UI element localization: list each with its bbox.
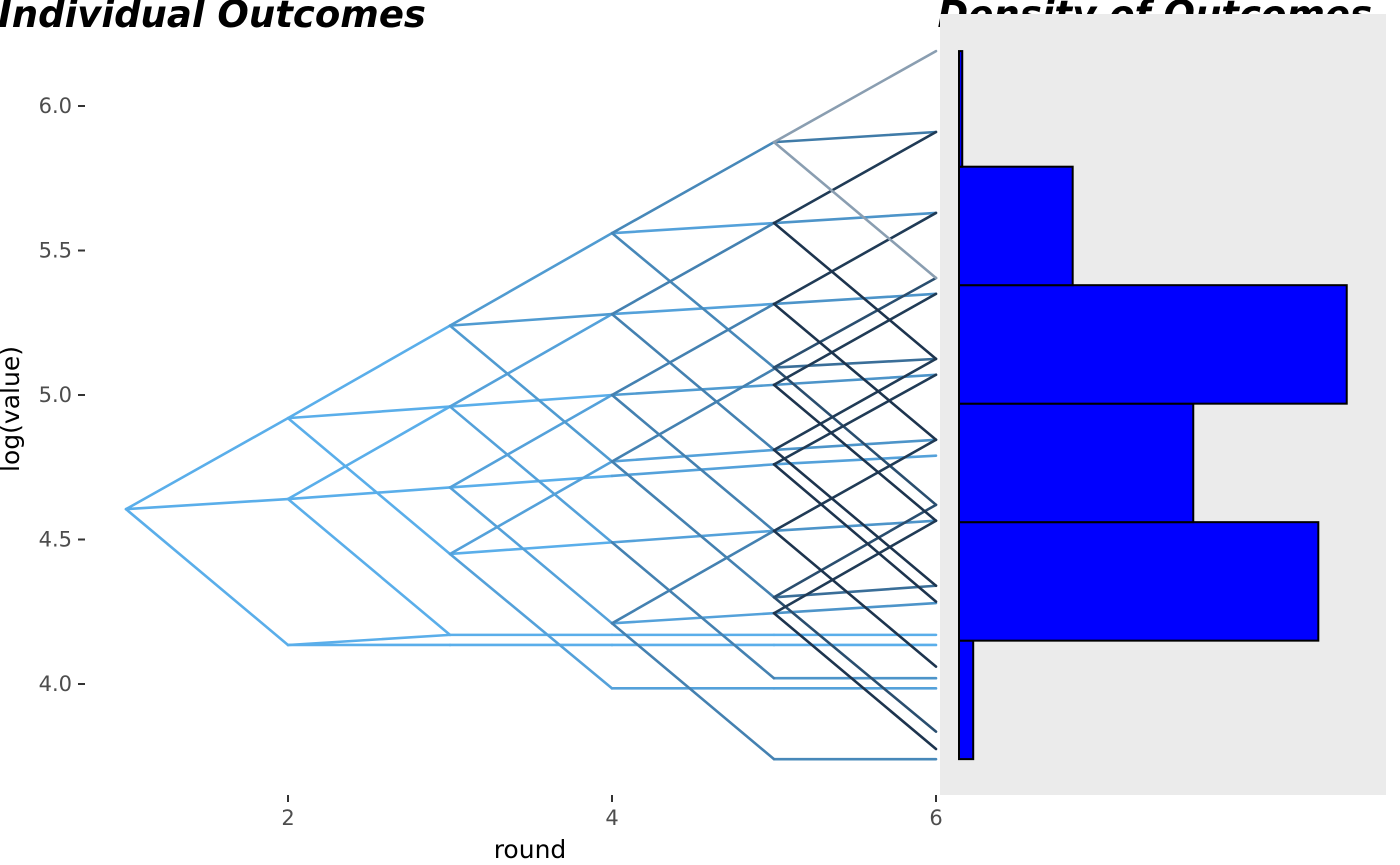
outcome-path-segment	[124, 497, 290, 511]
outcome-path-segment	[448, 312, 614, 327]
outcome-path-segment	[610, 383, 776, 397]
density-bar	[958, 639, 975, 761]
x-tick-label: 6	[929, 806, 942, 830]
density-bars	[958, 50, 1348, 761]
outcome-path-segment	[772, 519, 938, 615]
outcome-path-segment	[610, 302, 776, 316]
outcome-path-segment	[772, 383, 938, 523]
y-axis-title: log(value)	[0, 346, 25, 472]
outcome-path-segment	[772, 448, 938, 588]
density-bar	[958, 402, 1195, 524]
outcome-path-segment	[448, 541, 614, 556]
outcome-path-segment	[772, 221, 938, 361]
outcome-path-segment	[610, 529, 776, 625]
outcome-path-segment	[448, 460, 614, 556]
density-bar	[958, 284, 1348, 405]
y-tick-label: 4.5	[39, 528, 72, 552]
outcome-path-segment	[772, 503, 938, 599]
outcome-path-segment	[772, 292, 938, 387]
outcome-path-segment	[772, 584, 938, 599]
y-tick-label: 5.0	[39, 383, 72, 407]
x-tick-label: 2	[281, 806, 294, 830]
outcome-path-segment	[448, 312, 614, 408]
y-tick-label: 6.0	[39, 94, 72, 118]
density-bar	[958, 165, 1074, 287]
outcome-path-segment	[124, 507, 290, 647]
outcome-path-segment	[448, 486, 614, 625]
outcome-path-segment	[772, 366, 938, 507]
outcome-path-segment	[610, 541, 776, 680]
outcome-path-segment	[772, 49, 938, 144]
outcome-path-segment	[772, 438, 938, 533]
outcome-path-segment	[286, 405, 452, 501]
outcome-path-segment	[772, 373, 938, 466]
outcome-path-segment	[286, 633, 452, 647]
outcome-path-segment	[610, 393, 776, 533]
outcome-path-segment	[610, 221, 776, 316]
outcome-path-segment	[610, 367, 776, 463]
x-tick-label: 4	[605, 806, 618, 830]
outcome-path-segment	[772, 454, 938, 466]
outcome-path-segment	[610, 622, 776, 761]
outcome-path-segment	[448, 393, 614, 408]
outcome-path-segment	[610, 140, 776, 235]
outcome-paths	[124, 49, 938, 761]
outcome-path-segment	[772, 463, 938, 603]
outcome-path-segment	[610, 448, 776, 463]
outcome-path-segment	[124, 416, 290, 511]
outcome-path-segment	[448, 405, 614, 544]
density-bar	[958, 50, 964, 168]
outcome-path-segment	[610, 312, 776, 452]
outcome-path-segment	[772, 357, 938, 452]
outcome-path-segment	[772, 292, 938, 306]
outcome-path-segment	[772, 601, 938, 615]
x-axis-title: round	[494, 835, 567, 864]
outcome-path-segment	[286, 497, 452, 637]
outcome-path-segment	[772, 373, 938, 387]
outcome-path-segment	[772, 140, 938, 280]
outcome-path-segment	[448, 324, 614, 463]
outcome-path-segment	[448, 552, 614, 690]
outcome-path-segment	[610, 529, 776, 544]
outcome-path-segment	[772, 438, 938, 452]
density-bar	[958, 521, 1320, 642]
y-axis: 4.0 4.5 5.0 5.5 6.0	[39, 94, 85, 696]
outcome-path-segment	[286, 486, 452, 501]
outcome-path-segment	[772, 357, 938, 369]
y-tick-label: 4.0	[39, 672, 72, 696]
outcome-path-segment	[286, 405, 452, 420]
outcome-path-segment	[772, 595, 938, 733]
outcome-path-segment	[772, 519, 938, 533]
y-tick-label: 5.5	[39, 239, 72, 263]
outcome-path-segment	[772, 130, 938, 225]
outcome-path-segment	[772, 302, 938, 442]
outcome-path-segment	[610, 231, 776, 369]
outcome-path-segment	[772, 130, 938, 144]
outcome-path-segment	[448, 231, 614, 327]
outcome-path-segment	[448, 474, 614, 489]
outcome-path-segment	[610, 221, 776, 235]
outcome-path-segment	[772, 211, 938, 306]
outcome-path-segment	[610, 460, 776, 599]
outcome-path-segment	[772, 611, 938, 751]
outcome-path-segment	[610, 302, 776, 397]
outcome-path-segment	[772, 529, 938, 668]
outcome-path-segment	[448, 393, 614, 489]
outcome-path-segment	[286, 324, 452, 420]
outcome-path-segment	[772, 211, 938, 225]
outcome-path-segment	[286, 416, 452, 556]
left-panel-title: Individual Outcomes	[0, 0, 426, 36]
outcome-path-segment	[610, 611, 776, 625]
outcome-path-segment	[610, 463, 776, 478]
outcome-path-segment	[772, 276, 938, 369]
x-axis: 2 4 6	[281, 795, 943, 830]
